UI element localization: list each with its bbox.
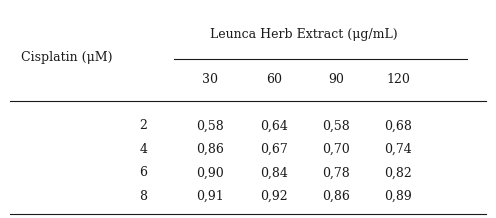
Text: 0,92: 0,92 bbox=[260, 190, 288, 203]
Text: Leunca Herb Extract (μg/mL): Leunca Herb Extract (μg/mL) bbox=[210, 28, 398, 41]
Text: 2: 2 bbox=[139, 119, 147, 132]
Text: 4: 4 bbox=[139, 143, 147, 156]
Text: 0,78: 0,78 bbox=[322, 166, 350, 179]
Text: 0,84: 0,84 bbox=[260, 166, 288, 179]
Text: 90: 90 bbox=[328, 73, 344, 86]
Text: 0,82: 0,82 bbox=[384, 166, 412, 179]
Text: 0,91: 0,91 bbox=[196, 190, 224, 203]
Text: 0,90: 0,90 bbox=[196, 166, 224, 179]
Text: 0,74: 0,74 bbox=[384, 143, 412, 156]
Text: 0,89: 0,89 bbox=[384, 190, 412, 203]
Text: 0,67: 0,67 bbox=[260, 143, 288, 156]
Text: 30: 30 bbox=[202, 73, 218, 86]
Text: 6: 6 bbox=[139, 166, 147, 179]
Text: 0,86: 0,86 bbox=[322, 190, 350, 203]
Text: 0,70: 0,70 bbox=[322, 143, 350, 156]
Text: 120: 120 bbox=[386, 73, 410, 86]
Text: 0,58: 0,58 bbox=[322, 119, 350, 132]
Text: 0,58: 0,58 bbox=[196, 119, 224, 132]
Text: 0,86: 0,86 bbox=[196, 143, 224, 156]
Text: 60: 60 bbox=[266, 73, 282, 86]
Text: 0,64: 0,64 bbox=[260, 119, 288, 132]
Text: 0,68: 0,68 bbox=[384, 119, 412, 132]
Text: 8: 8 bbox=[139, 190, 147, 203]
Text: Cisplatin (μM): Cisplatin (μM) bbox=[21, 51, 113, 63]
